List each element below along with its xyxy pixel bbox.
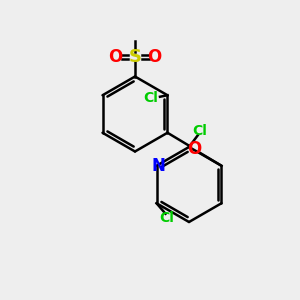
Text: Cl: Cl: [143, 91, 158, 105]
Text: O: O: [147, 48, 162, 66]
Text: N: N: [151, 157, 165, 175]
Text: O: O: [108, 48, 123, 66]
Text: S: S: [128, 48, 142, 66]
Text: Cl: Cl: [192, 124, 207, 137]
Text: O: O: [188, 140, 202, 158]
Text: Cl: Cl: [160, 211, 175, 225]
